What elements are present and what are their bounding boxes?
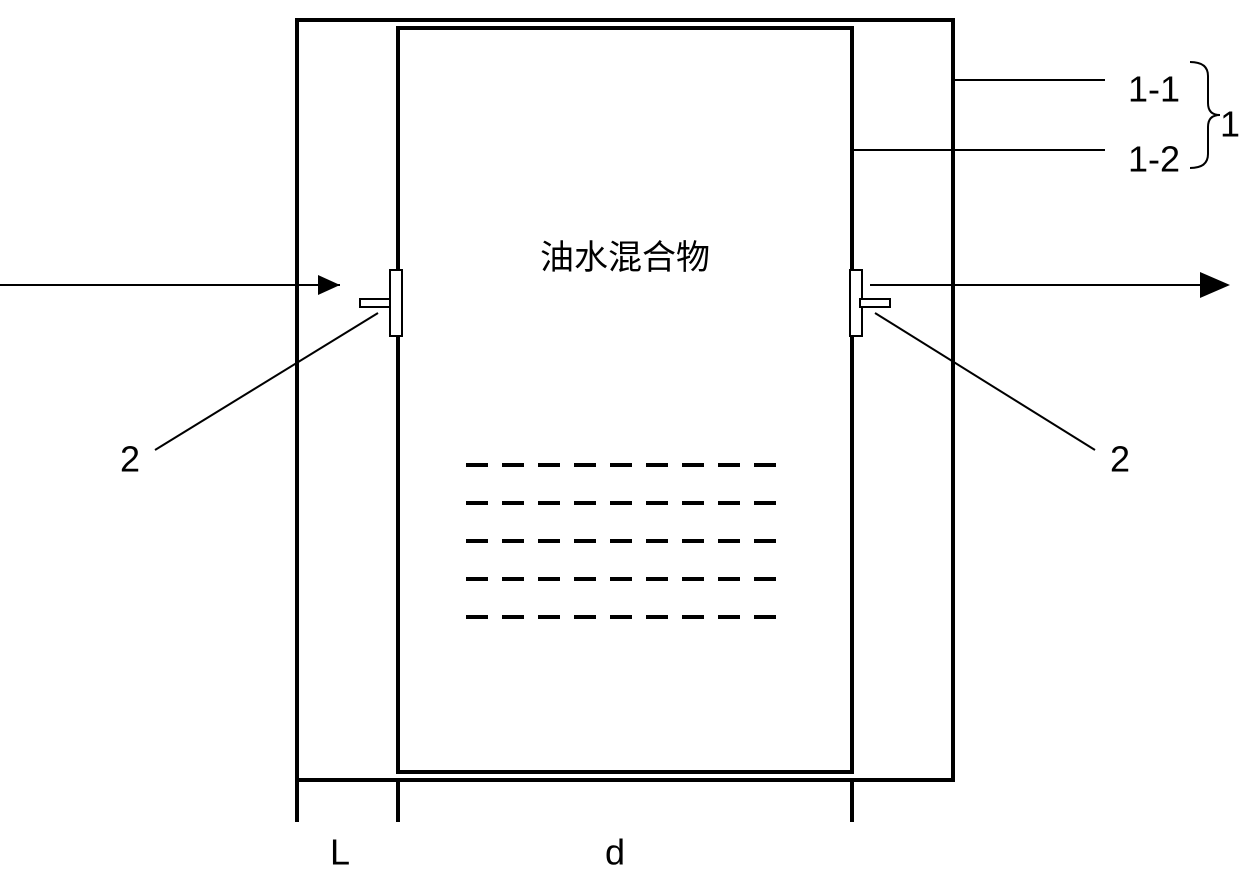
flow-in-arrowhead-icon	[318, 275, 340, 295]
callout-label-2-left: 2	[120, 439, 140, 480]
brace-icon	[1190, 62, 1220, 168]
inner-vessel	[398, 28, 852, 772]
callout-label-1: 1	[1220, 104, 1240, 145]
probe-right-stem	[860, 299, 890, 307]
dimension-label-d: d	[605, 832, 625, 873]
callout-line-2-right	[875, 313, 1095, 450]
callout-label-1-1: 1-1	[1128, 69, 1180, 110]
outer-vessel	[297, 20, 953, 780]
callout-label-2-right: 2	[1110, 439, 1130, 480]
mixture-label: 油水混合物	[540, 239, 710, 277]
probe-left-bulb	[390, 270, 402, 336]
callout-label-1-2: 1-2	[1128, 139, 1180, 180]
callout-line-2-left	[155, 313, 378, 450]
flow-out-arrowhead-icon	[1200, 272, 1230, 298]
probe-left-stem	[360, 299, 390, 307]
dimension-label-L: L	[330, 832, 350, 873]
